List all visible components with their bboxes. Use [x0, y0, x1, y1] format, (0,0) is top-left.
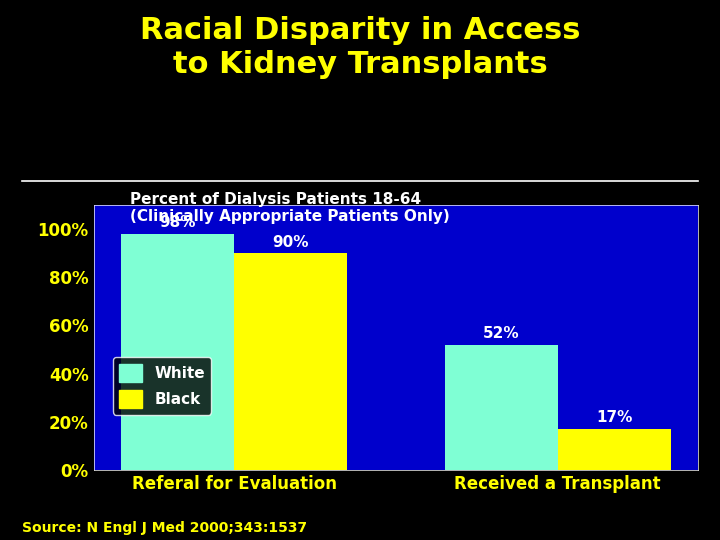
Text: 98%: 98% [159, 215, 196, 231]
Bar [558, 429, 671, 470]
Text: Source: N Engl J Med 2000;343:1537: Source: N Engl J Med 2000;343:1537 [22, 521, 307, 535]
Text: Racial Disparity in Access
to Kidney Transplants: Racial Disparity in Access to Kidney Tra… [140, 16, 580, 79]
Text: 52%: 52% [483, 326, 519, 341]
Text: 17%: 17% [596, 410, 632, 426]
Legend: White, Black: White, Black [113, 357, 212, 415]
Bar [234, 253, 348, 470]
Text: Percent of Dialysis Patients 18-64
(Clinically Appropriate Patients Only): Percent of Dialysis Patients 18-64 (Clin… [130, 192, 449, 224]
Bar [444, 345, 558, 470]
Text: 90%: 90% [273, 235, 309, 249]
Bar [121, 234, 234, 470]
